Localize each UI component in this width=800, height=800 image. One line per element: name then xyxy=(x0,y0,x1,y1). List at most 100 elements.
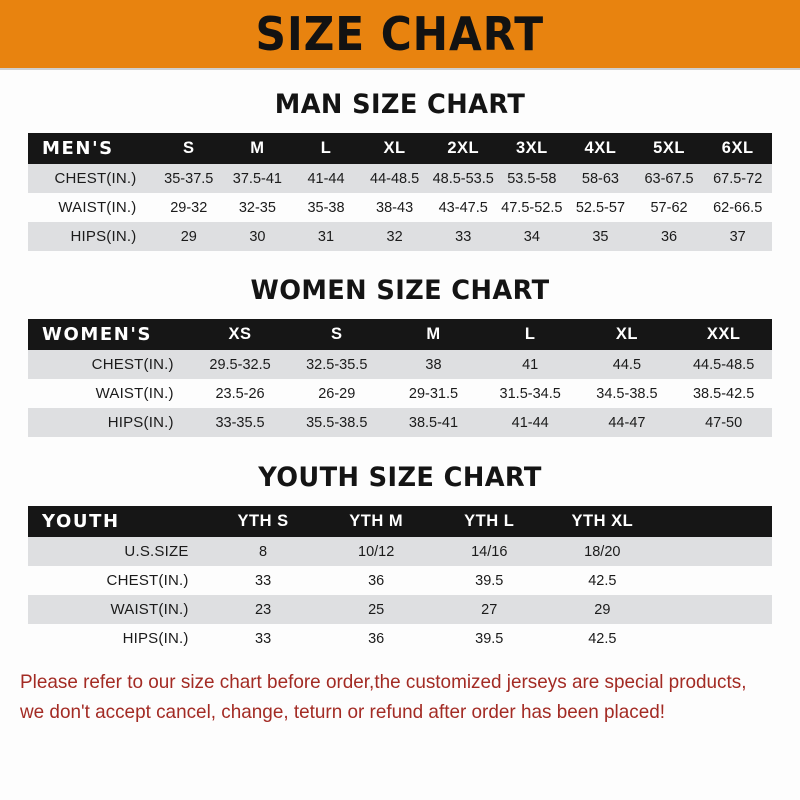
measurement-cell-spacer xyxy=(658,624,772,653)
measurement-cell: 42.5 xyxy=(545,624,659,653)
measurement-cell: 35-38 xyxy=(291,193,361,222)
measurement-cell: 39.5 xyxy=(432,566,546,595)
row-label: HIPS(IN.) xyxy=(28,408,192,437)
measurement-cell: 38-43 xyxy=(360,193,429,222)
table-row: WAIST(IN.) 29-32 32-35 35-38 38-43 43-47.5 47.… xyxy=(28,193,772,222)
table-header-row: MEN'S S M L XL 2XL 3XL 4XL 5XL 6XL xyxy=(28,133,772,164)
measurement-cell: 18/20 xyxy=(545,537,659,566)
measurement-cell: 36 xyxy=(634,222,704,251)
measurement-cell: 29.5-32.5 xyxy=(191,350,289,379)
measurement-cell: 44-48.5 xyxy=(360,164,429,193)
measurement-cell: 52.5-57 xyxy=(566,193,635,222)
measurement-cell: 41 xyxy=(481,350,579,379)
measurement-cell: 38.5-41 xyxy=(385,408,482,437)
column-header-l: L xyxy=(481,319,579,350)
measurement-cell: 44-47 xyxy=(578,408,676,437)
measurement-cell: 44.5 xyxy=(578,350,676,379)
measurement-cell: 67.5-72 xyxy=(703,164,772,193)
row-label: U.S.SIZE xyxy=(28,537,207,566)
measurement-cell: 26-29 xyxy=(288,379,386,408)
table-header-row: WOMEN'S XS S M L XL XXL xyxy=(28,319,772,350)
table-row: WAIST(IN.) 23 25 27 29 xyxy=(28,595,772,624)
measurement-cell: 34.5-38.5 xyxy=(578,379,676,408)
measurement-cell: 33 xyxy=(206,624,320,653)
row-label: CHEST(IN.) xyxy=(28,566,207,595)
section-title-man: MAN SIZE CHART xyxy=(274,89,526,120)
column-header-2xl: 2XL xyxy=(428,133,498,164)
column-header-s: S xyxy=(288,319,386,350)
measurement-cell: 35.5-38.5 xyxy=(288,408,386,437)
row-label: CHEST(IN.) xyxy=(28,164,155,193)
measurement-cell-spacer xyxy=(658,595,772,624)
measurement-cell: 36 xyxy=(319,566,433,595)
measurement-cell: 62-66.5 xyxy=(703,193,772,222)
column-header-yth-s: YTH S xyxy=(206,506,320,537)
measurement-cell: 43-47.5 xyxy=(428,193,498,222)
column-header-m: M xyxy=(385,319,482,350)
table-header-row: YOUTH YTH S YTH M YTH L YTH XL xyxy=(28,506,772,537)
page-banner: SIZE CHART xyxy=(0,0,800,70)
measurement-cell: 48.5-53.5 xyxy=(428,164,498,193)
measurement-cell: 29 xyxy=(154,222,224,251)
youth-size-table-wrapper: YOUTH YTH S YTH M YTH L YTH XL U.S.SIZE 8 10/1… xyxy=(28,506,772,653)
column-header-4xl: 4XL xyxy=(566,133,635,164)
order-policy-line-1: Please refer to our size chart before or… xyxy=(20,671,747,693)
women-size-table-wrapper: WOMEN'S XS S M L XL XXL CHEST(IN.) 29.5-32.5 32.5… xyxy=(28,319,772,437)
table-corner-label: WOMEN'S xyxy=(28,319,192,350)
measurement-cell-spacer xyxy=(658,537,772,566)
measurement-cell: 41-44 xyxy=(481,408,579,437)
row-label: HIPS(IN.) xyxy=(28,624,207,653)
measurement-cell: 33 xyxy=(428,222,498,251)
measurement-cell: 32 xyxy=(360,222,429,251)
measurement-cell: 30 xyxy=(223,222,292,251)
measurement-cell: 23 xyxy=(206,595,320,624)
table-row: CHEST(IN.) 29.5-32.5 32.5-35.5 38 41 44.5 44.5… xyxy=(28,350,772,379)
measurement-cell: 10/12 xyxy=(319,537,433,566)
row-label: WAIST(IN.) xyxy=(28,379,192,408)
measurement-cell: 44.5-48.5 xyxy=(675,350,772,379)
section-title-women: WOMEN SIZE CHART xyxy=(250,275,550,306)
measurement-cell: 42.5 xyxy=(545,566,659,595)
column-header-xl: XL xyxy=(578,319,676,350)
measurement-cell: 35 xyxy=(566,222,635,251)
column-header-m: M xyxy=(223,133,292,164)
column-header-xl: XL xyxy=(360,133,429,164)
measurement-cell: 39.5 xyxy=(432,624,546,653)
table-row: CHEST(IN.) 35-37.5 37.5-41 41-44 44-48.5 48.5… xyxy=(28,164,772,193)
column-header-6xl: 6XL xyxy=(703,133,772,164)
man-size-table-wrapper: MEN'S S M L XL 2XL 3XL 4XL 5XL 6XL CHEST(IN.) 35-37… xyxy=(28,133,772,251)
measurement-cell-spacer xyxy=(658,566,772,595)
column-header-yth-m: YTH M xyxy=(319,506,433,537)
column-header-l: L xyxy=(291,133,361,164)
table-row: HIPS(IN.) 33-35.5 35.5-38.5 38.5-41 41-44 44-… xyxy=(28,408,772,437)
measurement-cell: 23.5-26 xyxy=(191,379,289,408)
order-policy-line-2: we don't accept cancel, change, teturn o… xyxy=(20,701,666,724)
section-title-youth: YOUTH SIZE CHART xyxy=(258,462,542,493)
column-header-5xl: 5XL xyxy=(634,133,704,164)
measurement-cell: 37 xyxy=(703,222,772,251)
table-row: WAIST(IN.) 23.5-26 26-29 29-31.5 31.5-34.5 34… xyxy=(28,379,772,408)
measurement-cell: 29-31.5 xyxy=(385,379,482,408)
measurement-cell: 33 xyxy=(206,566,320,595)
table-corner-label: YOUTH xyxy=(28,506,207,537)
youth-size-table: YOUTH YTH S YTH M YTH L YTH XL U.S.SIZE 8 10/1… xyxy=(28,506,772,653)
row-label: HIPS(IN.) xyxy=(28,222,155,251)
row-label: WAIST(IN.) xyxy=(28,193,155,222)
measurement-cell: 58-63 xyxy=(566,164,635,193)
table-row: HIPS(IN.) 33 36 39.5 42.5 xyxy=(28,624,772,653)
measurement-cell: 31 xyxy=(291,222,361,251)
column-header-yth-xl: YTH XL xyxy=(545,506,659,537)
measurement-cell: 47-50 xyxy=(675,408,772,437)
measurement-cell: 38 xyxy=(385,350,482,379)
measurement-cell: 33-35.5 xyxy=(191,408,289,437)
measurement-cell: 32.5-35.5 xyxy=(288,350,386,379)
column-header-spacer xyxy=(658,506,772,537)
women-size-table: WOMEN'S XS S M L XL XXL CHEST(IN.) 29.5-32.5 32.5… xyxy=(28,319,772,437)
table-corner-label: MEN'S xyxy=(28,133,155,164)
measurement-cell: 34 xyxy=(497,222,567,251)
measurement-cell: 47.5-52.5 xyxy=(497,193,567,222)
page-title: SIZE CHART xyxy=(255,7,545,61)
measurement-cell: 38.5-42.5 xyxy=(675,379,772,408)
column-header-s: S xyxy=(154,133,224,164)
measurement-cell: 32-35 xyxy=(223,193,292,222)
